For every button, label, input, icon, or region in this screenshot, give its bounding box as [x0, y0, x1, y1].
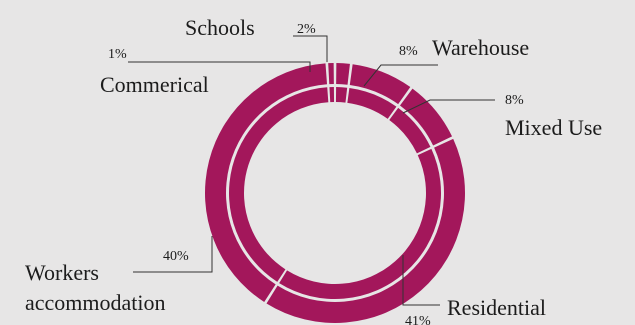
value-label-schools: 2%	[297, 22, 316, 37]
slice-label-workers: Workers	[25, 260, 99, 285]
slice-label-workers-line2: accommodation	[25, 290, 166, 315]
leader-commerical	[128, 61, 311, 72]
slice-mixed-use-ring-inner	[389, 107, 431, 154]
value-label-workers: 40%	[163, 249, 189, 264]
value-label-commerical: 1%	[108, 47, 127, 62]
slice-label-schools: Schools	[185, 15, 255, 40]
slice-mixed-use-ring-outer	[399, 88, 453, 146]
leader-mixed-use	[402, 99, 495, 114]
slice-warehouse-ring-inner	[347, 87, 397, 119]
slice-schools-ring-outer	[336, 63, 350, 85]
leader-warehouse	[363, 64, 438, 87]
slice-label-commerical: Commerical	[100, 72, 209, 97]
slice-schools-ring-inner	[335, 87, 348, 103]
leader-residential	[402, 255, 440, 306]
value-label-residential: 41%	[405, 314, 431, 325]
value-label-mixed-use: 8%	[505, 93, 524, 108]
slice-label-warehouse: Warehouse	[432, 35, 529, 60]
slice-workers-ring-inner	[228, 87, 329, 282]
slice-commerical-ring-outer	[328, 63, 334, 85]
slice-label-mixed-use: Mixed Use	[505, 115, 602, 140]
leader-workers	[133, 236, 213, 273]
slice-commerical-ring-inner	[329, 87, 335, 103]
slice-residential-ring-inner	[279, 148, 442, 299]
value-label-warehouse: 8%	[399, 44, 418, 59]
slice-workers-ring-outer	[204, 63, 328, 303]
slice-residential-ring-outer	[266, 138, 465, 323]
slice-warehouse-ring-outer	[349, 64, 411, 105]
slice-label-residential: Residential	[447, 295, 546, 320]
leader-schools	[293, 35, 328, 62]
